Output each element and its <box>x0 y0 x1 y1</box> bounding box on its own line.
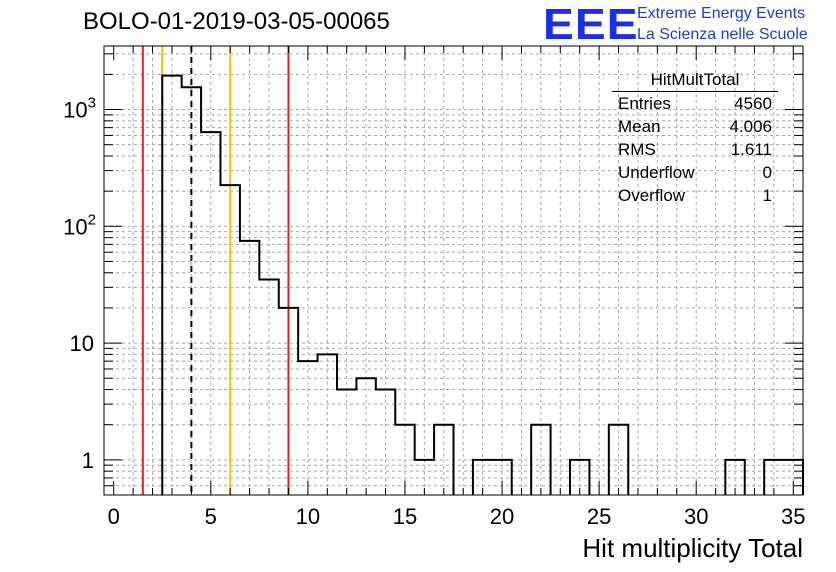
stats-value: 0 <box>762 163 772 182</box>
stats-label: Overflow <box>618 186 686 205</box>
y-tick-label: 10 <box>70 331 94 356</box>
eee-logo-mark: EEE <box>543 0 639 49</box>
stats-row: Mean 4.006 <box>612 115 778 138</box>
y-tick-label: 103 <box>63 95 96 123</box>
stats-value: 1.611 <box>730 140 772 159</box>
stats-rows: Entries 4560 Mean 4.006 RMS 1.611 Underflow 0 Ov… <box>612 92 778 207</box>
y-tick-label: 102 <box>63 211 96 239</box>
x-tick-label: 15 <box>393 504 417 529</box>
stats-row: Entries 4560 <box>612 92 778 115</box>
stats-row: Overflow 1 <box>612 184 778 207</box>
stats-value: 4560 <box>734 94 772 113</box>
x-tick-label: 20 <box>490 504 514 529</box>
plot-frame <box>103 45 804 496</box>
stats-value: 1 <box>762 186 772 205</box>
x-tick-label: 0 <box>108 504 120 529</box>
y-tick-label: 1 <box>82 448 94 473</box>
x-tick-label: 35 <box>781 504 805 529</box>
stats-box: HitMultTotal Entries 4560 Mean 4.006 RMS 1.61… <box>612 70 778 207</box>
x-axis-label: Hit multiplicity Total <box>582 533 803 563</box>
x-tick-label: 10 <box>296 504 320 529</box>
x-tick-label: 5 <box>205 504 217 529</box>
histogram-outline <box>161 74 804 495</box>
stats-row: RMS 1.611 <box>612 138 778 161</box>
stats-label: Underflow <box>618 163 695 182</box>
stats-label: RMS <box>618 140 656 159</box>
x-tick-label: 30 <box>684 504 708 529</box>
logo-line-1: Extreme Energy Events <box>637 5 806 22</box>
stats-label: Mean <box>618 117 661 136</box>
stats-label: Entries <box>618 94 671 113</box>
chart-title: BOLO-01-2019-03-05-00065 <box>83 8 390 35</box>
x-tick-label: 25 <box>587 504 611 529</box>
stats-row: Underflow 0 <box>612 161 778 184</box>
stats-title: HitMultTotal <box>612 70 778 92</box>
stats-value: 4.006 <box>729 117 772 136</box>
logo-line-2: La Scienza nelle Scuole <box>637 26 808 43</box>
